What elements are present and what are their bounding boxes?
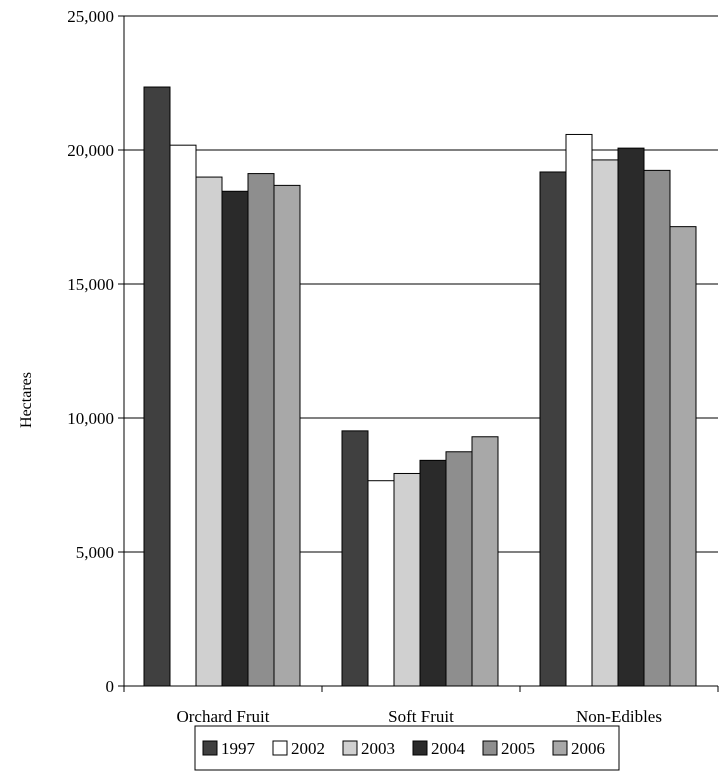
bar [617, 147, 645, 687]
x-axis: Orchard Fruit Soft Fruit Non-Edibles [123, 685, 719, 726]
legend-swatch [552, 740, 568, 756]
legend-swatch [202, 740, 218, 756]
legend-label: 2002 [291, 739, 325, 758]
bar [221, 190, 249, 687]
y-axis: 0 5,000 10,000 15,000 20,000 25,000 [67, 7, 125, 696]
legend-swatch [482, 740, 498, 756]
y-tick-label: 5,000 [76, 543, 114, 562]
bar [367, 480, 395, 687]
bar [341, 430, 369, 687]
x-tick-label: Orchard Fruit [176, 707, 269, 726]
bar [247, 173, 275, 687]
y-tick-label: 15,000 [67, 275, 114, 294]
bar [539, 171, 567, 687]
y-tick-label: 0 [106, 677, 115, 696]
bar [143, 86, 171, 687]
bar [273, 184, 301, 687]
x-tick-label: Soft Fruit [388, 707, 454, 726]
legend-swatch [342, 740, 358, 756]
bar [195, 176, 223, 687]
bar [669, 226, 697, 687]
bar [419, 459, 447, 687]
bars [143, 86, 697, 687]
bar [169, 144, 197, 687]
y-tick-label: 20,000 [67, 141, 114, 160]
bar [565, 133, 593, 687]
legend-label: 2005 [501, 739, 535, 758]
legend-label: 2003 [361, 739, 395, 758]
y-axis-label: Hectares [18, 372, 35, 428]
y-tick-label: 10,000 [67, 409, 114, 428]
y-tick-label: 25,000 [67, 7, 114, 26]
x-tick-label: Non-Edibles [576, 707, 662, 726]
legend-label: 2006 [571, 739, 605, 758]
legend-swatch [412, 740, 428, 756]
legend: 1997 2002 2003 2004 2005 2006 [194, 725, 620, 771]
legend-label: 1997 [221, 739, 256, 758]
bar [393, 472, 421, 687]
bar [591, 159, 619, 687]
bar [471, 436, 499, 687]
legend-box [194, 725, 620, 771]
legend-label: 2004 [431, 739, 466, 758]
bar [445, 451, 473, 687]
legend-swatch [272, 740, 288, 756]
bar [643, 169, 671, 687]
